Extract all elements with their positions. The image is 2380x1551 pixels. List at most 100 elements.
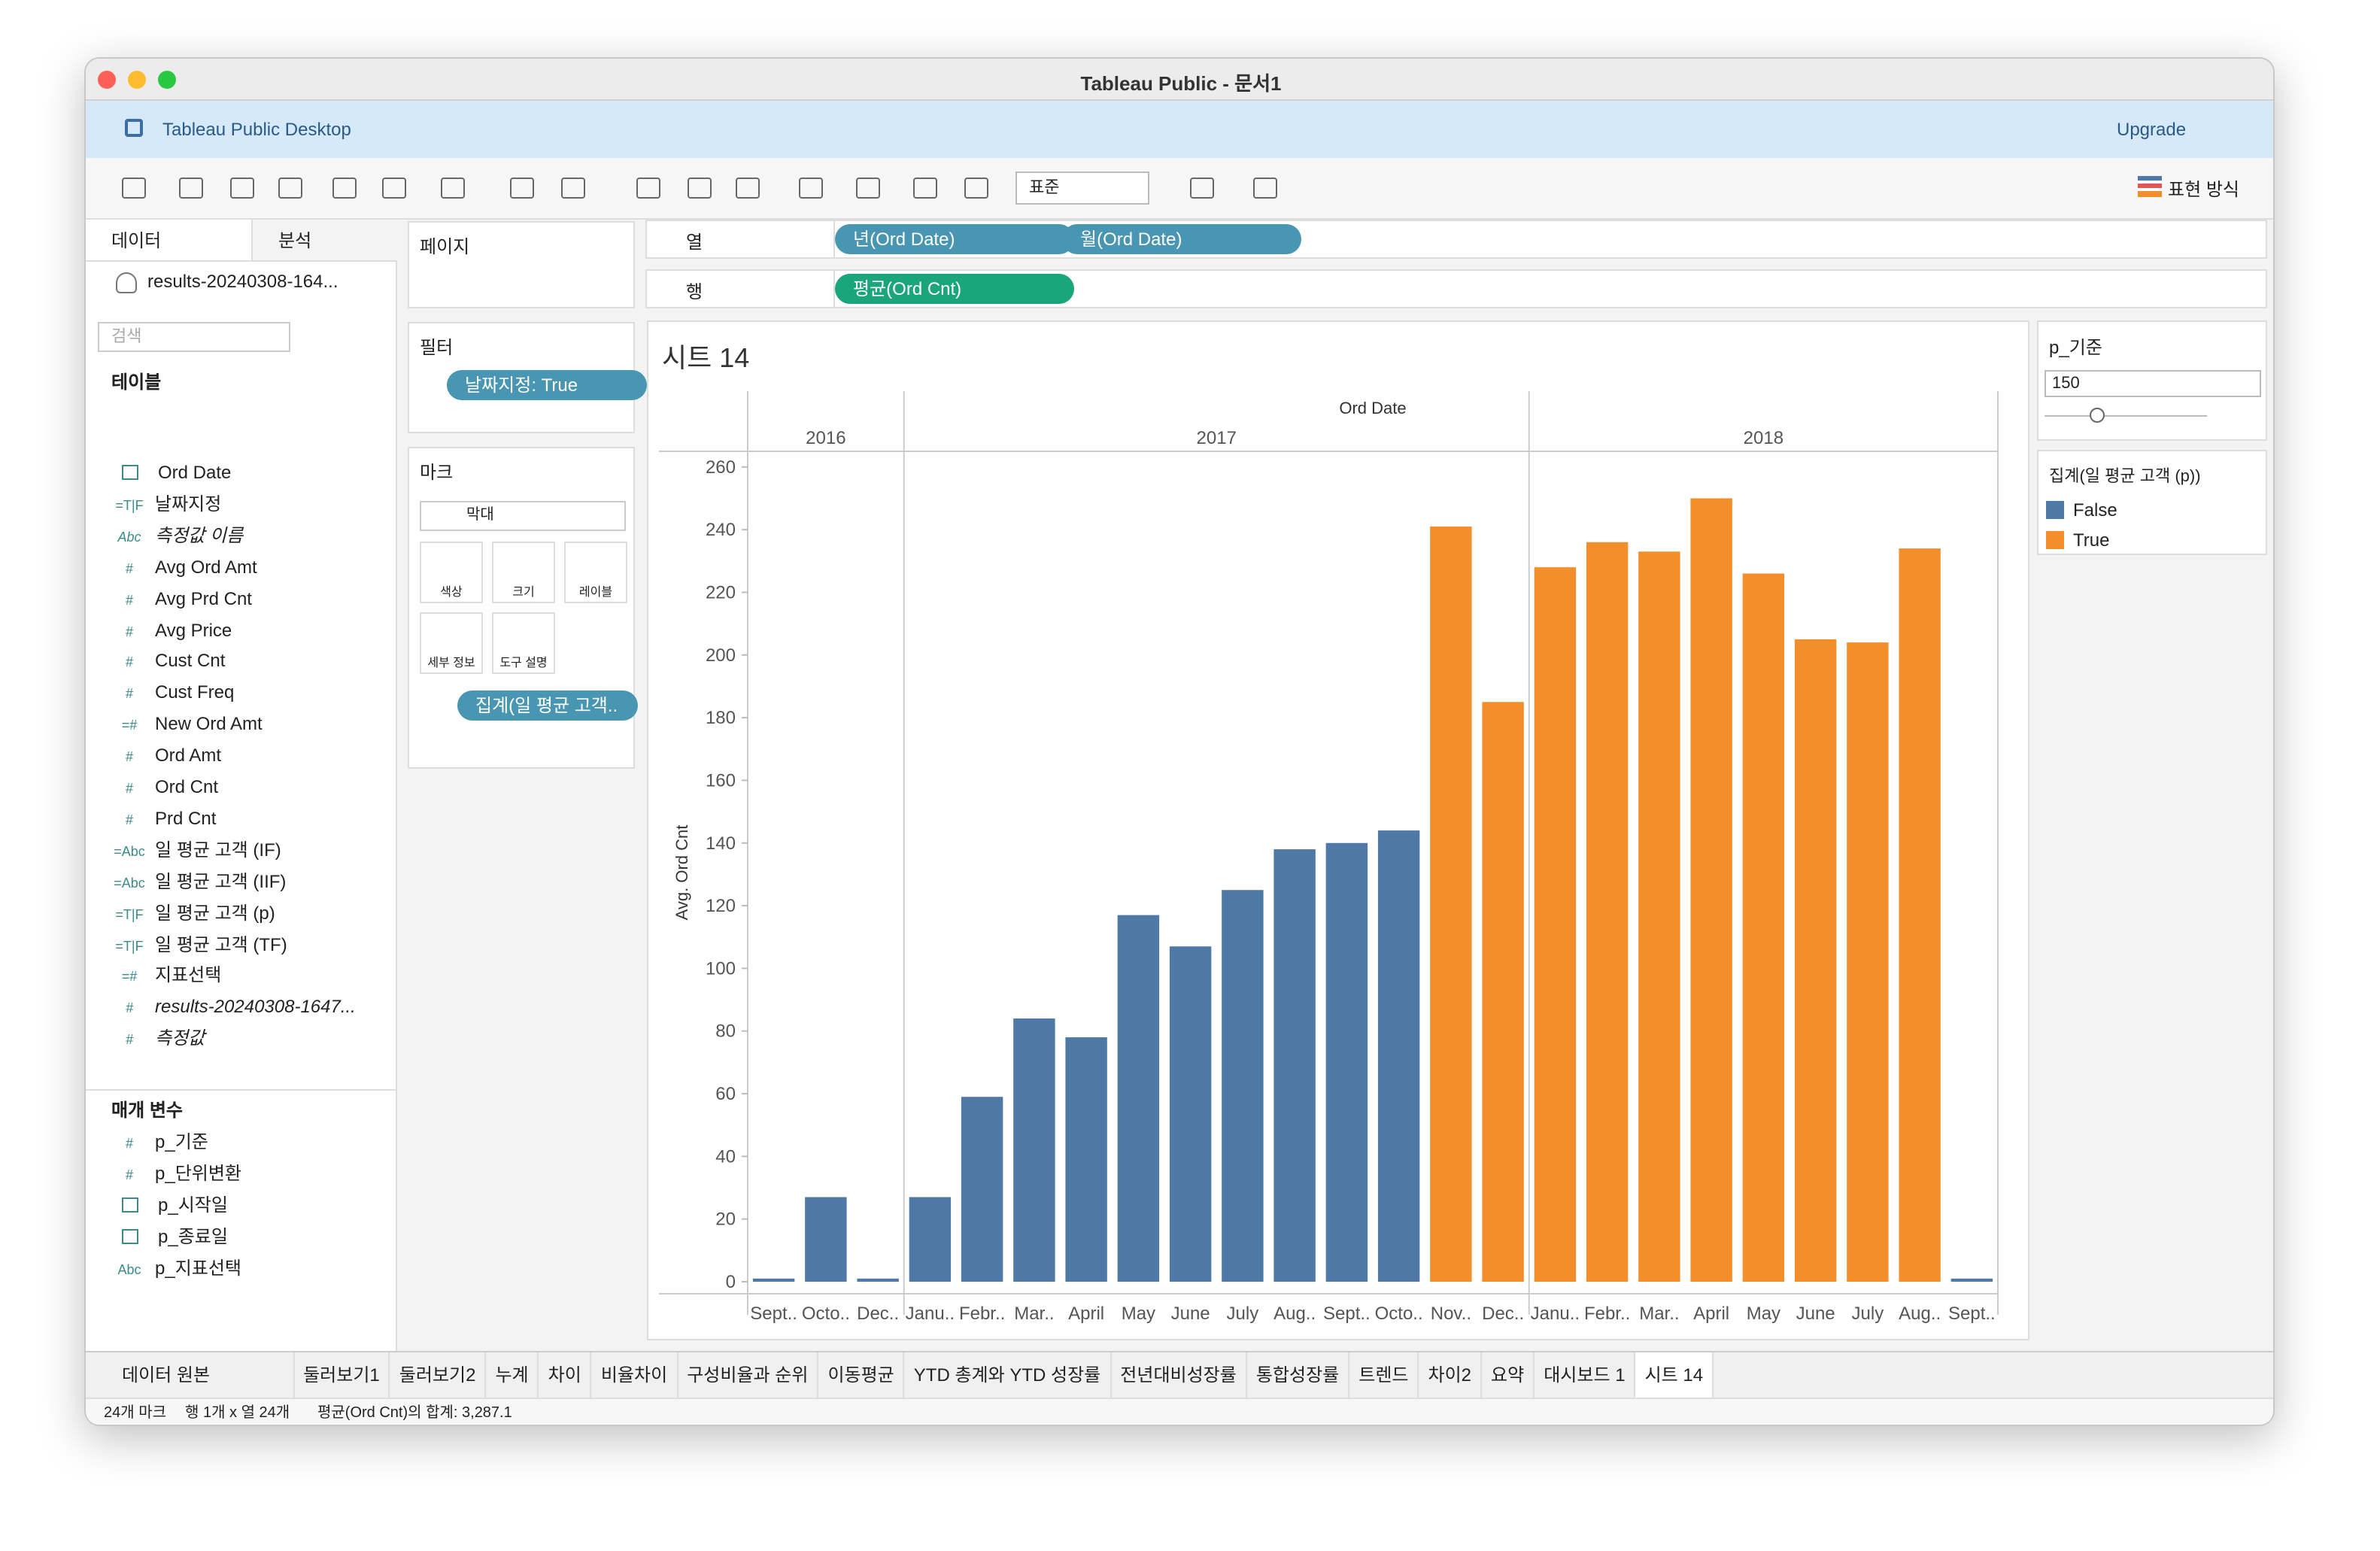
field[interactable]: # p_기준	[86, 1127, 208, 1157]
sheet-tab[interactable]: 누계	[486, 1352, 539, 1398]
pages-card: 페이지	[408, 221, 635, 308]
field[interactable]: =# 지표선택	[86, 961, 222, 991]
parameter-input[interactable]: 150	[2045, 370, 2261, 397]
cards-pane: 페이지 필터 날짜지정: True 마크 막대 색상 크기 레이블 세부 정보 도구 설명 집계(일…	[397, 220, 647, 1351]
upgrade-link[interactable]: Upgrade	[2117, 119, 2187, 140]
minimize-button[interactable]	[128, 71, 146, 89]
toolbar-icon	[179, 178, 203, 199]
search-box[interactable]: 검색	[98, 322, 290, 352]
toolbar-icon	[332, 178, 357, 199]
view	[647, 320, 2029, 1340]
shelf-pill[interactable]: 평균(Ord Cnt)	[835, 274, 1074, 304]
field[interactable]: =Abc 일 평균 고객 (IIF)	[86, 866, 286, 896]
field-icon: #	[125, 624, 133, 639]
field-icon: =T|F	[115, 938, 144, 953]
field-icon: #	[125, 781, 133, 796]
field-name: Ord Date	[158, 462, 232, 483]
divider	[86, 1089, 397, 1091]
shelf-divider	[833, 271, 835, 307]
toolbar-icon	[913, 178, 937, 199]
field[interactable]: # Avg Ord Amt	[86, 551, 257, 581]
field[interactable]: # Cust Cnt	[86, 646, 225, 676]
sheet-tab[interactable]: 구성비율과 순위	[678, 1352, 819, 1398]
field[interactable]: Ord Date	[86, 457, 231, 487]
window-title: Tableau Public - 문서1	[1080, 72, 1282, 95]
data-source-tab[interactable]: 데이터 원본	[86, 1352, 295, 1398]
sheet-tab[interactable]: 비율차이	[592, 1352, 678, 1398]
sheet-tab[interactable]: 이동평균	[818, 1352, 905, 1398]
pane-tab[interactable]: 분석	[251, 220, 397, 262]
pane-tab[interactable]: 데이터	[86, 220, 251, 262]
field[interactable]: # Ord Amt	[86, 740, 221, 770]
window: Tableau Public - 문서1 Tableau Public Desk…	[84, 57, 2275, 1426]
field[interactable]: # 측정값	[86, 1023, 205, 1053]
sheet-tab[interactable]: 둘러보기2	[390, 1352, 487, 1398]
mark-button[interactable]: 세부 정보	[420, 612, 483, 674]
field-icon: =#	[121, 718, 138, 733]
marks-card: 마크 막대 색상 크기 레이블 세부 정보 도구 설명 집계(일 평균 고객..	[408, 447, 638, 769]
toolbar-icon	[382, 178, 406, 199]
status-text: 평균(Ord Cnt)의 합계: 3,287.1	[317, 1405, 512, 1422]
toolbar-icon	[636, 178, 660, 199]
field-name: 측정값 이름	[155, 524, 244, 546]
show-me-button[interactable]: 표현 방식	[2168, 179, 2239, 200]
field[interactable]: =T|F 일 평균 고객 (p)	[86, 897, 275, 927]
field-icon: #	[125, 1032, 133, 1048]
sheet-tab[interactable]: 트렌드	[1349, 1352, 1419, 1398]
sheet-tab[interactable]: YTD 총계와 YTD 성장률	[905, 1352, 1112, 1398]
field[interactable]: =# New Ord Amt	[86, 709, 263, 739]
toolbar-icon	[1253, 178, 1277, 199]
field[interactable]: # Prd Cnt	[86, 803, 216, 833]
data-pane: 데이터 분석 results-20240308-164... 검색 테이블 Ord Dat…	[86, 220, 397, 1351]
sheet-tab[interactable]: 통합성장률	[1247, 1352, 1350, 1398]
field[interactable]: p_시작일	[86, 1190, 228, 1220]
field-icon: #	[125, 1136, 133, 1151]
field-name: 날짜지정	[155, 493, 222, 514]
zoom-button[interactable]	[158, 71, 176, 89]
sheet-tab[interactable]: 요약	[1482, 1352, 1535, 1398]
field[interactable]: =Abc 일 평균 고객 (IF)	[86, 835, 281, 865]
toolbar: 표준 표현 방식	[86, 158, 2273, 220]
sheet-tab[interactable]: 차이	[539, 1352, 592, 1398]
field-icon: #	[125, 749, 133, 765]
sheet-tab[interactable]: 대시보드 1	[1535, 1352, 1636, 1398]
field[interactable]: Abc p_지표선택	[86, 1252, 241, 1282]
slider-track	[2045, 415, 2207, 417]
legend-card: 집계(일 평균 고객 (p)) False True	[2037, 450, 2267, 555]
date-icon	[122, 1228, 138, 1244]
mark-button[interactable]: 도구 설명	[492, 612, 555, 674]
field[interactable]: =T|F 일 평균 고객 (TF)	[86, 929, 287, 959]
sheet-tab[interactable]: 전년대비성장률	[1111, 1352, 1247, 1398]
field[interactable]: # Avg Prd Cnt	[86, 583, 252, 613]
field[interactable]: =T|F 날짜지정	[86, 489, 221, 519]
close-button[interactable]	[98, 71, 116, 89]
field[interactable]: # Ord Cnt	[86, 772, 218, 802]
shelf-pill[interactable]: 월(Ord Date)	[1062, 224, 1301, 254]
toolbar-icon	[736, 178, 760, 199]
field[interactable]: p_종료일	[86, 1221, 228, 1251]
tables-heading: 테이블	[111, 372, 162, 393]
mark-button[interactable]: 크기	[492, 542, 555, 603]
status-text: 24개 마크	[104, 1405, 167, 1422]
legend-label: False	[2073, 499, 2117, 521]
status-bar: 24개 마크 행 1개 x 열 24개 평균(Ord Cnt)의 합계: 3,287…	[86, 1398, 2273, 1425]
field[interactable]: # Cust Freq	[86, 678, 234, 708]
sheet-tab[interactable]: 둘러보기1	[294, 1352, 390, 1398]
field[interactable]: # results-20240308-1647...	[86, 992, 356, 1022]
field-icon: =T|F	[115, 906, 144, 922]
toolbar-icon	[856, 178, 880, 199]
field-icon: #	[125, 1000, 133, 1016]
field[interactable]: # Avg Price	[86, 615, 232, 645]
field-name: New Ord Amt	[155, 713, 263, 735]
fit-dropdown[interactable]: 표준	[1015, 171, 1149, 205]
sheet-tab[interactable]: 차이2	[1419, 1352, 1483, 1398]
mark-button[interactable]: 레이블	[564, 542, 627, 603]
field-icon: =Abc	[114, 875, 145, 891]
field[interactable]: # p_단위변환	[86, 1158, 241, 1188]
field[interactable]: Abc 측정값 이름	[86, 521, 243, 551]
shelf-pill[interactable]: 년(Ord Date)	[835, 224, 1074, 254]
title-bar: Tableau Public - 문서1	[86, 59, 2273, 101]
sheet-tab[interactable]: 시트 14	[1635, 1352, 1714, 1398]
mark-button[interactable]: 색상	[420, 542, 483, 603]
